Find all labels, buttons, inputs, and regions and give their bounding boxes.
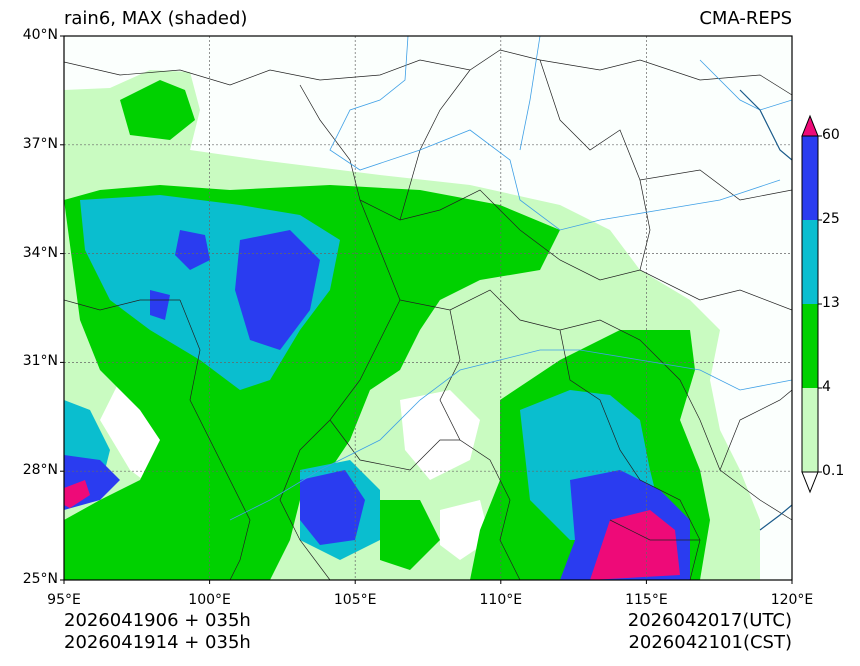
rain-free-patch bbox=[400, 390, 480, 480]
colorbar bbox=[801, 114, 822, 494]
rain-area-extreme bbox=[64, 480, 90, 508]
lon-label-95: 95°E bbox=[47, 592, 81, 608]
colorbar-over-triangle bbox=[801, 114, 819, 137]
coastline bbox=[739, 89, 792, 531]
lat-label-28: 28°N bbox=[22, 462, 58, 478]
valid-time-utc: 2026042017(UTC) bbox=[627, 610, 792, 631]
lon-label-105: 105°E bbox=[333, 592, 377, 608]
init-time-cst: 2026041914 + 035h bbox=[64, 632, 251, 653]
rain-area-green bbox=[380, 500, 440, 570]
init-times: 2026041906 + 035h 2026041914 + 035h bbox=[64, 610, 251, 654]
lat-label-25: 25°N bbox=[22, 571, 58, 587]
colorbar-label-60: 60 bbox=[822, 127, 840, 143]
map-frame bbox=[63, 35, 793, 581]
colorbar-label-4: 4 bbox=[822, 379, 831, 395]
rain-area-blue bbox=[175, 230, 210, 270]
map-title: rain6, MAX (shaded) bbox=[64, 8, 248, 29]
lat-label-31: 31°N bbox=[22, 353, 58, 369]
rain-area-green bbox=[120, 80, 195, 140]
lon-label-110: 110°E bbox=[479, 592, 523, 608]
rivers bbox=[229, 36, 792, 521]
colorbar-label-13: 13 bbox=[822, 295, 840, 311]
rain-area-blue bbox=[300, 470, 365, 545]
lat-label-37: 37°N bbox=[22, 136, 58, 152]
axis-ticks bbox=[60, 35, 793, 584]
rain-area-blue bbox=[235, 230, 320, 350]
province-borders bbox=[64, 49, 792, 580]
lon-label-120: 120°E bbox=[770, 592, 814, 608]
model-name: CMA-REPS bbox=[699, 8, 792, 29]
colorbar-label-0-1: 0.1 bbox=[822, 463, 845, 479]
valid-time-cst: 2026042101(CST) bbox=[628, 632, 792, 653]
lon-label-100: 100°E bbox=[188, 592, 231, 608]
map-layer bbox=[64, 36, 792, 580]
colorbar-band-60 bbox=[802, 136, 818, 220]
lat-label-34: 34°N bbox=[22, 245, 58, 261]
init-time-utc: 2026041906 + 035h bbox=[64, 610, 251, 631]
colorbar-band-13 bbox=[802, 304, 818, 388]
gridlines bbox=[64, 36, 792, 580]
lat-label-40: 40°N bbox=[22, 27, 58, 43]
rain-area-extreme bbox=[590, 510, 680, 580]
colorbar-band-4 bbox=[802, 388, 818, 472]
colorbar-label-25: 25 bbox=[822, 211, 840, 227]
colorbar-under-triangle bbox=[801, 471, 819, 494]
rain-area-blue bbox=[150, 290, 170, 320]
colorbar-band-25 bbox=[802, 220, 818, 304]
valid-times: 2026042017(UTC) 2026042101(CST) bbox=[628, 610, 792, 654]
lon-label-115: 115°E bbox=[625, 592, 668, 608]
